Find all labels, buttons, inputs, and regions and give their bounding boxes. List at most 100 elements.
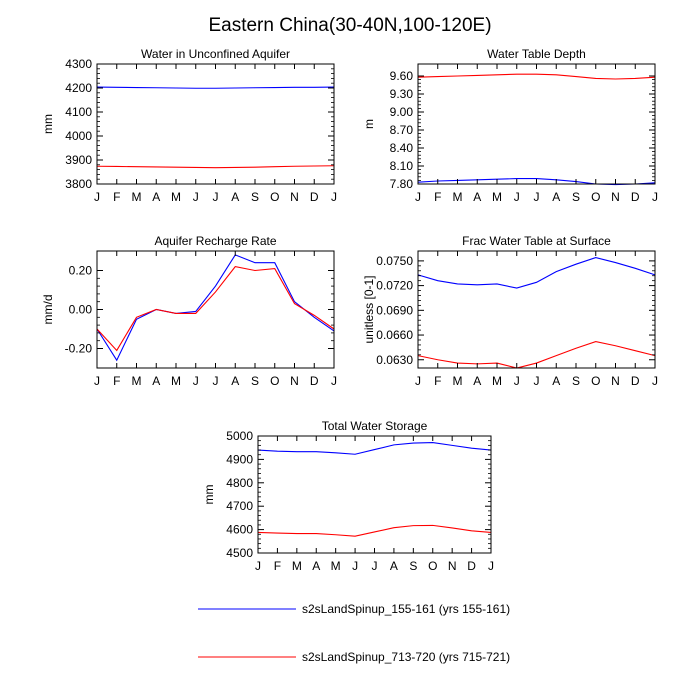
x-tick-label: J — [331, 374, 337, 388]
x-tick-label: S — [572, 190, 580, 204]
x-tick-label: J — [415, 374, 421, 388]
x-tick-label: S — [251, 374, 259, 388]
x-tick-label: J — [372, 559, 378, 573]
y-tick-label: 0.0630 — [376, 353, 413, 367]
x-tick-label: M — [132, 190, 142, 204]
x-tick-label: J — [534, 190, 540, 204]
x-tick-label: J — [94, 374, 100, 388]
series-line-2 — [96, 165, 335, 169]
x-tick-label: N — [448, 559, 457, 573]
panel-title: Total Water Storage — [322, 419, 428, 433]
x-tick-label: J — [415, 190, 421, 204]
plot-frame — [96, 250, 335, 369]
x-tick-label: O — [270, 190, 279, 204]
x-tick-label: S — [251, 190, 259, 204]
x-tick-label: J — [255, 559, 261, 573]
x-tick-label: O — [270, 374, 279, 388]
x-tick-label: O — [591, 374, 600, 388]
x-tick-label: A — [231, 374, 239, 388]
x-tick-label: F — [434, 374, 441, 388]
legend-label-2: s2sLandSpinup_713-720 (yrs 715-721) — [302, 650, 510, 664]
series-line-2 — [96, 265, 335, 352]
y-tick-label: 5000 — [226, 429, 253, 443]
x-tick-label: F — [113, 374, 120, 388]
x-tick-label: N — [611, 190, 620, 204]
x-tick-label: D — [467, 559, 476, 573]
y-axis-label: unitless [0-1] — [362, 275, 376, 343]
x-tick-label: A — [473, 374, 481, 388]
x-tick-label: M — [492, 374, 502, 388]
x-tick-label: D — [310, 190, 319, 204]
x-tick-label: J — [193, 374, 199, 388]
y-tick-label: 8.10 — [390, 159, 414, 173]
x-tick-label: J — [514, 190, 520, 204]
x-tick-label: A — [231, 190, 239, 204]
x-tick-label: A — [152, 190, 160, 204]
y-tick-label: 3900 — [65, 153, 92, 167]
x-tick-label: M — [453, 190, 463, 204]
series-line-2 — [257, 524, 492, 537]
y-tick-label: -0.20 — [65, 342, 93, 356]
plot-frame — [417, 63, 656, 185]
x-tick-label: A — [552, 190, 560, 204]
y-axis-label: mm — [41, 114, 55, 134]
y-tick-label: 4300 — [65, 57, 92, 71]
y-tick-label: 0.00 — [69, 303, 93, 317]
y-tick-label: 0.0660 — [376, 328, 413, 342]
x-tick-label: O — [428, 559, 437, 573]
y-tick-label: 0.0750 — [376, 254, 413, 268]
y-tick-label: 8.70 — [390, 123, 414, 137]
x-tick-label: F — [113, 190, 120, 204]
y-tick-label: 3800 — [65, 177, 92, 191]
x-tick-label: N — [611, 374, 620, 388]
x-tick-label: D — [631, 190, 640, 204]
y-axis-label: mm — [202, 485, 216, 505]
y-axis-label: m — [362, 119, 376, 129]
y-tick-label: 0.0720 — [376, 279, 413, 293]
panel-title: Water Table Depth — [487, 47, 586, 61]
y-tick-label: 8.40 — [390, 141, 414, 155]
x-tick-label: D — [310, 374, 319, 388]
x-tick-label: S — [409, 559, 417, 573]
x-tick-label: J — [488, 559, 494, 573]
x-tick-label: J — [534, 374, 540, 388]
x-tick-label: D — [631, 374, 640, 388]
panel-title: Water in Unconfined Aquifer — [141, 47, 290, 61]
x-tick-label: J — [652, 190, 658, 204]
plot-frame — [257, 435, 492, 554]
x-tick-label: M — [292, 559, 302, 573]
figure-title: Eastern China(30-40N,100-120E) — [208, 15, 491, 36]
x-tick-label: M — [331, 559, 341, 573]
x-tick-label: F — [274, 559, 281, 573]
panel-title: Aquifer Recharge Rate — [154, 234, 276, 248]
y-tick-label: 4600 — [226, 523, 253, 537]
x-tick-label: A — [552, 374, 560, 388]
x-tick-label: J — [94, 190, 100, 204]
panel-4: Frac Water Table at Surface unitless [0-1… — [362, 234, 658, 388]
series-line-1 — [417, 257, 656, 289]
y-tick-label: 4100 — [65, 105, 92, 119]
y-tick-label: 9.30 — [390, 87, 414, 101]
x-tick-label: A — [390, 559, 398, 573]
y-tick-label: 4900 — [226, 452, 253, 466]
x-tick-label: M — [132, 374, 142, 388]
x-tick-label: F — [434, 190, 441, 204]
legend-label-1: s2sLandSpinup_155-161 (yrs 155-161) — [302, 602, 510, 616]
x-tick-label: J — [652, 374, 658, 388]
x-tick-label: J — [331, 190, 337, 204]
plot-frame — [417, 250, 656, 369]
x-tick-label: J — [213, 190, 219, 204]
x-tick-label: J — [514, 374, 520, 388]
x-tick-label: M — [492, 190, 502, 204]
x-tick-label: M — [453, 374, 463, 388]
y-tick-label: 4200 — [65, 81, 92, 95]
x-tick-label: J — [352, 559, 358, 573]
y-tick-label: 9.60 — [390, 69, 414, 83]
x-tick-label: A — [152, 374, 160, 388]
x-tick-label: A — [473, 190, 481, 204]
x-tick-label: M — [171, 190, 181, 204]
y-tick-label: 7.80 — [390, 177, 414, 191]
